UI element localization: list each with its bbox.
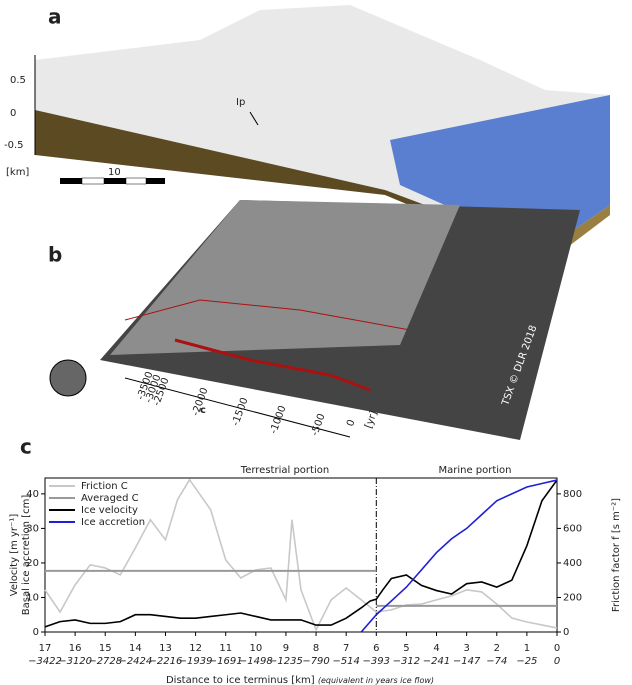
y-tick-label: 40 [26,489,39,500]
x-label: Distance to ice terminus [km] [166,675,315,685]
y2-tick-label: 200 [563,592,582,603]
x-tick-year: −1498 [239,656,273,667]
y-axis-label: Velocity [m yr⁻¹] [9,514,20,597]
axis-tick: 0.5 [10,75,26,86]
y-axis-label: Basal ice accretion [cm] [21,495,32,616]
legend-label: Ice velocity [81,505,138,516]
x-tick-year: −2216 [149,656,183,667]
x-tick-label: 0 [554,643,560,654]
x-tick-year: −3120 [58,656,92,667]
axis-unit: [km] [6,167,29,178]
x-tick-label: 1 [524,643,530,654]
timeline-label: 0 [345,418,358,428]
x-tick-label: 12 [189,643,202,654]
x-tick-year: −312 [393,656,420,667]
series-line [360,479,558,633]
x-tick-label: 17 [39,643,52,654]
x-tick-label: 5 [403,643,409,654]
x-tick-label: 13 [159,643,172,654]
axis-tick: -0.5 [4,140,24,151]
marker-label: Ip [236,97,245,108]
timeline-label: -500 [310,412,328,437]
x-tick-label: 2 [494,643,500,654]
x-tick-year: −1691 [209,656,243,667]
x-tick-year: −2728 [88,656,122,667]
y-tick-label: 30 [26,523,39,534]
x-label-note: (equivalent in years ice flow) [318,676,434,685]
x-tick-year: −74 [486,656,507,667]
x-tick-label: 11 [219,643,232,654]
x-tick-label: 14 [129,643,142,654]
y2-tick-label: 0 [563,627,569,638]
y2-tick-label: 600 [563,523,582,534]
x-tick-label: 4 [433,643,439,654]
legend-label: Friction C [81,481,128,492]
x-tick-year: −1939 [179,656,213,667]
x-tick-label: 10 [249,643,262,654]
plot-frame [44,477,558,633]
x-tick-label: 7 [343,643,349,654]
y2-tick-label: 800 [563,489,582,500]
legend-label: Ice accretion [81,517,145,528]
x-tick-year: −25 [516,656,537,667]
x-tick-label: 9 [283,643,289,654]
x-tick-year: −514 [332,656,359,667]
x-tick-label: 16 [69,643,82,654]
x-tick-label: 8 [313,643,319,654]
legend-label: Averaged C [81,493,139,504]
x-tick-year: −790 [302,656,329,667]
panel-b-render [49,200,580,440]
x-tick-year: −2424 [118,656,152,667]
panel-a-render [34,5,610,262]
series-line [44,478,558,632]
x-axis-label: Distance to ice terminus [km] (equivalen… [166,675,434,685]
axis-tick: 0 [10,108,16,119]
y2-axis-label: Friction factor f [s m⁻²] [611,498,622,612]
axis-name: c [200,405,206,416]
x-tick-year: −241 [423,656,450,667]
x-tick-year: −393 [363,656,390,667]
x-tick-label: 6 [373,643,379,654]
y-tick-label: 0 [33,627,39,638]
timeline-label: -1500 [230,396,250,427]
x-tick-year: −3422 [28,656,62,667]
panel-label: b [48,243,62,267]
x-tick-year: −147 [453,656,481,667]
series-line [44,479,558,628]
x-tick-label: 15 [99,643,112,654]
y2-tick-label: 400 [563,558,582,569]
series-line [45,569,557,607]
scale-label: 10 [108,167,121,178]
panel-label: c [20,435,32,459]
annotation: Terrestrial portion [240,465,329,476]
panel-label: a [48,5,62,29]
x-tick-year: −1235 [269,656,303,667]
y-tick-label: 10 [26,592,39,603]
y-tick-label: 20 [26,558,39,569]
axis-unit: [yr] [363,409,379,430]
x-tick-label: 3 [463,643,469,654]
x-tick-year: 0 [554,656,560,667]
annotation: Marine portion [438,465,511,476]
